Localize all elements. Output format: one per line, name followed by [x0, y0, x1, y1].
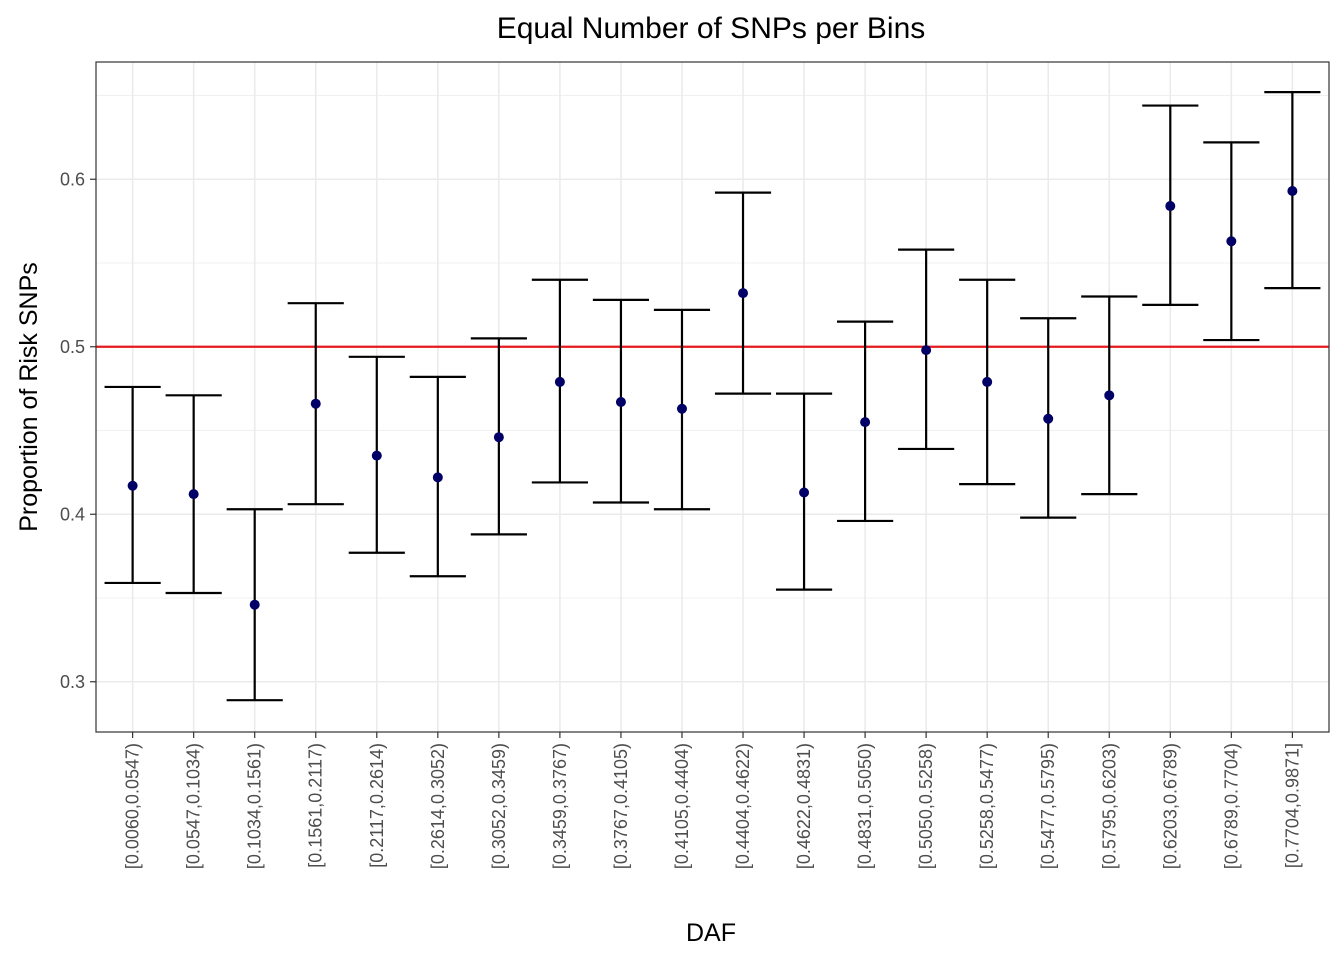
x-tick-label: [0.4831,0.5050): [855, 743, 875, 869]
x-tick-label: [0.0547,0.1034): [184, 743, 204, 869]
data-point: [921, 345, 932, 356]
x-tick-label: [0.7704,0.9871]: [1282, 743, 1302, 868]
x-tick-label: [0.1034,0.1561): [245, 743, 265, 869]
y-tick-label: 0.3: [60, 672, 85, 692]
data-point: [1287, 185, 1298, 196]
data-point: [860, 417, 871, 428]
data-point: [127, 480, 138, 491]
x-tick-label: [0.5795,0.6203): [1099, 743, 1119, 869]
x-tick-label: [0.5477,0.5795): [1038, 743, 1058, 869]
x-tick-label: [0.6203,0.6789): [1160, 743, 1180, 869]
x-tick-label: [0.3459,0.3767): [550, 743, 570, 869]
grid: [96, 62, 1329, 732]
x-tick-label: [0.1561,0.2117): [306, 743, 326, 868]
x-axis-title: DAF: [686, 919, 736, 947]
y-tick-label: 0.5: [60, 337, 85, 357]
x-tick-label: [0.5050,0.5258): [916, 743, 936, 869]
data-point: [493, 432, 504, 443]
chart-title: Equal Number of SNPs per Bins: [497, 12, 926, 45]
data-point: [799, 487, 810, 498]
y-axis-title: Proportion of Risk SNPs: [15, 262, 43, 532]
x-tick-label: [0.4622,0.4831): [794, 743, 814, 869]
data-point: [676, 403, 687, 414]
data-point: [738, 288, 749, 299]
data-point: [1165, 201, 1176, 212]
x-axis: [0.0060,0.0547) [0.0547,0.1034) [0.1034,0.…: [123, 732, 1302, 869]
x-tick-label: [0.3052,0.3459): [489, 743, 509, 869]
y-tick-label: 0.6: [60, 169, 85, 189]
data-point: [1104, 390, 1115, 401]
x-tick-label: [0.6789,0.7704): [1221, 743, 1241, 869]
data-point: [188, 489, 199, 500]
x-tick-label: [0.2117,0.2614): [367, 743, 387, 868]
panel-border: [95, 61, 1330, 733]
data-point: [554, 376, 565, 387]
data-point: [310, 398, 321, 409]
x-tick-label: [0.0060,0.0547): [123, 743, 143, 869]
data-point: [982, 376, 993, 387]
errorbar-layer: [104, 91, 1321, 702]
data-point: [249, 599, 260, 610]
data-point: [1226, 236, 1237, 247]
data-point: [1043, 413, 1054, 424]
y-axis: 0.3 0.4 0.5 0.6: [60, 169, 96, 692]
x-tick-label: [0.4404,0.4622): [733, 743, 753, 869]
data-point: [371, 450, 382, 461]
x-tick-label: [0.5258,0.5477): [977, 743, 997, 869]
x-tick-label: [0.3767,0.4105): [611, 743, 631, 869]
x-tick-label: [0.2614,0.3052): [428, 743, 448, 869]
x-tick-label: [0.4105,0.4404): [672, 743, 692, 869]
data-point: [615, 397, 626, 408]
point-layer: [127, 185, 1298, 610]
data-point: [432, 472, 443, 483]
y-tick-label: 0.4: [60, 504, 85, 524]
